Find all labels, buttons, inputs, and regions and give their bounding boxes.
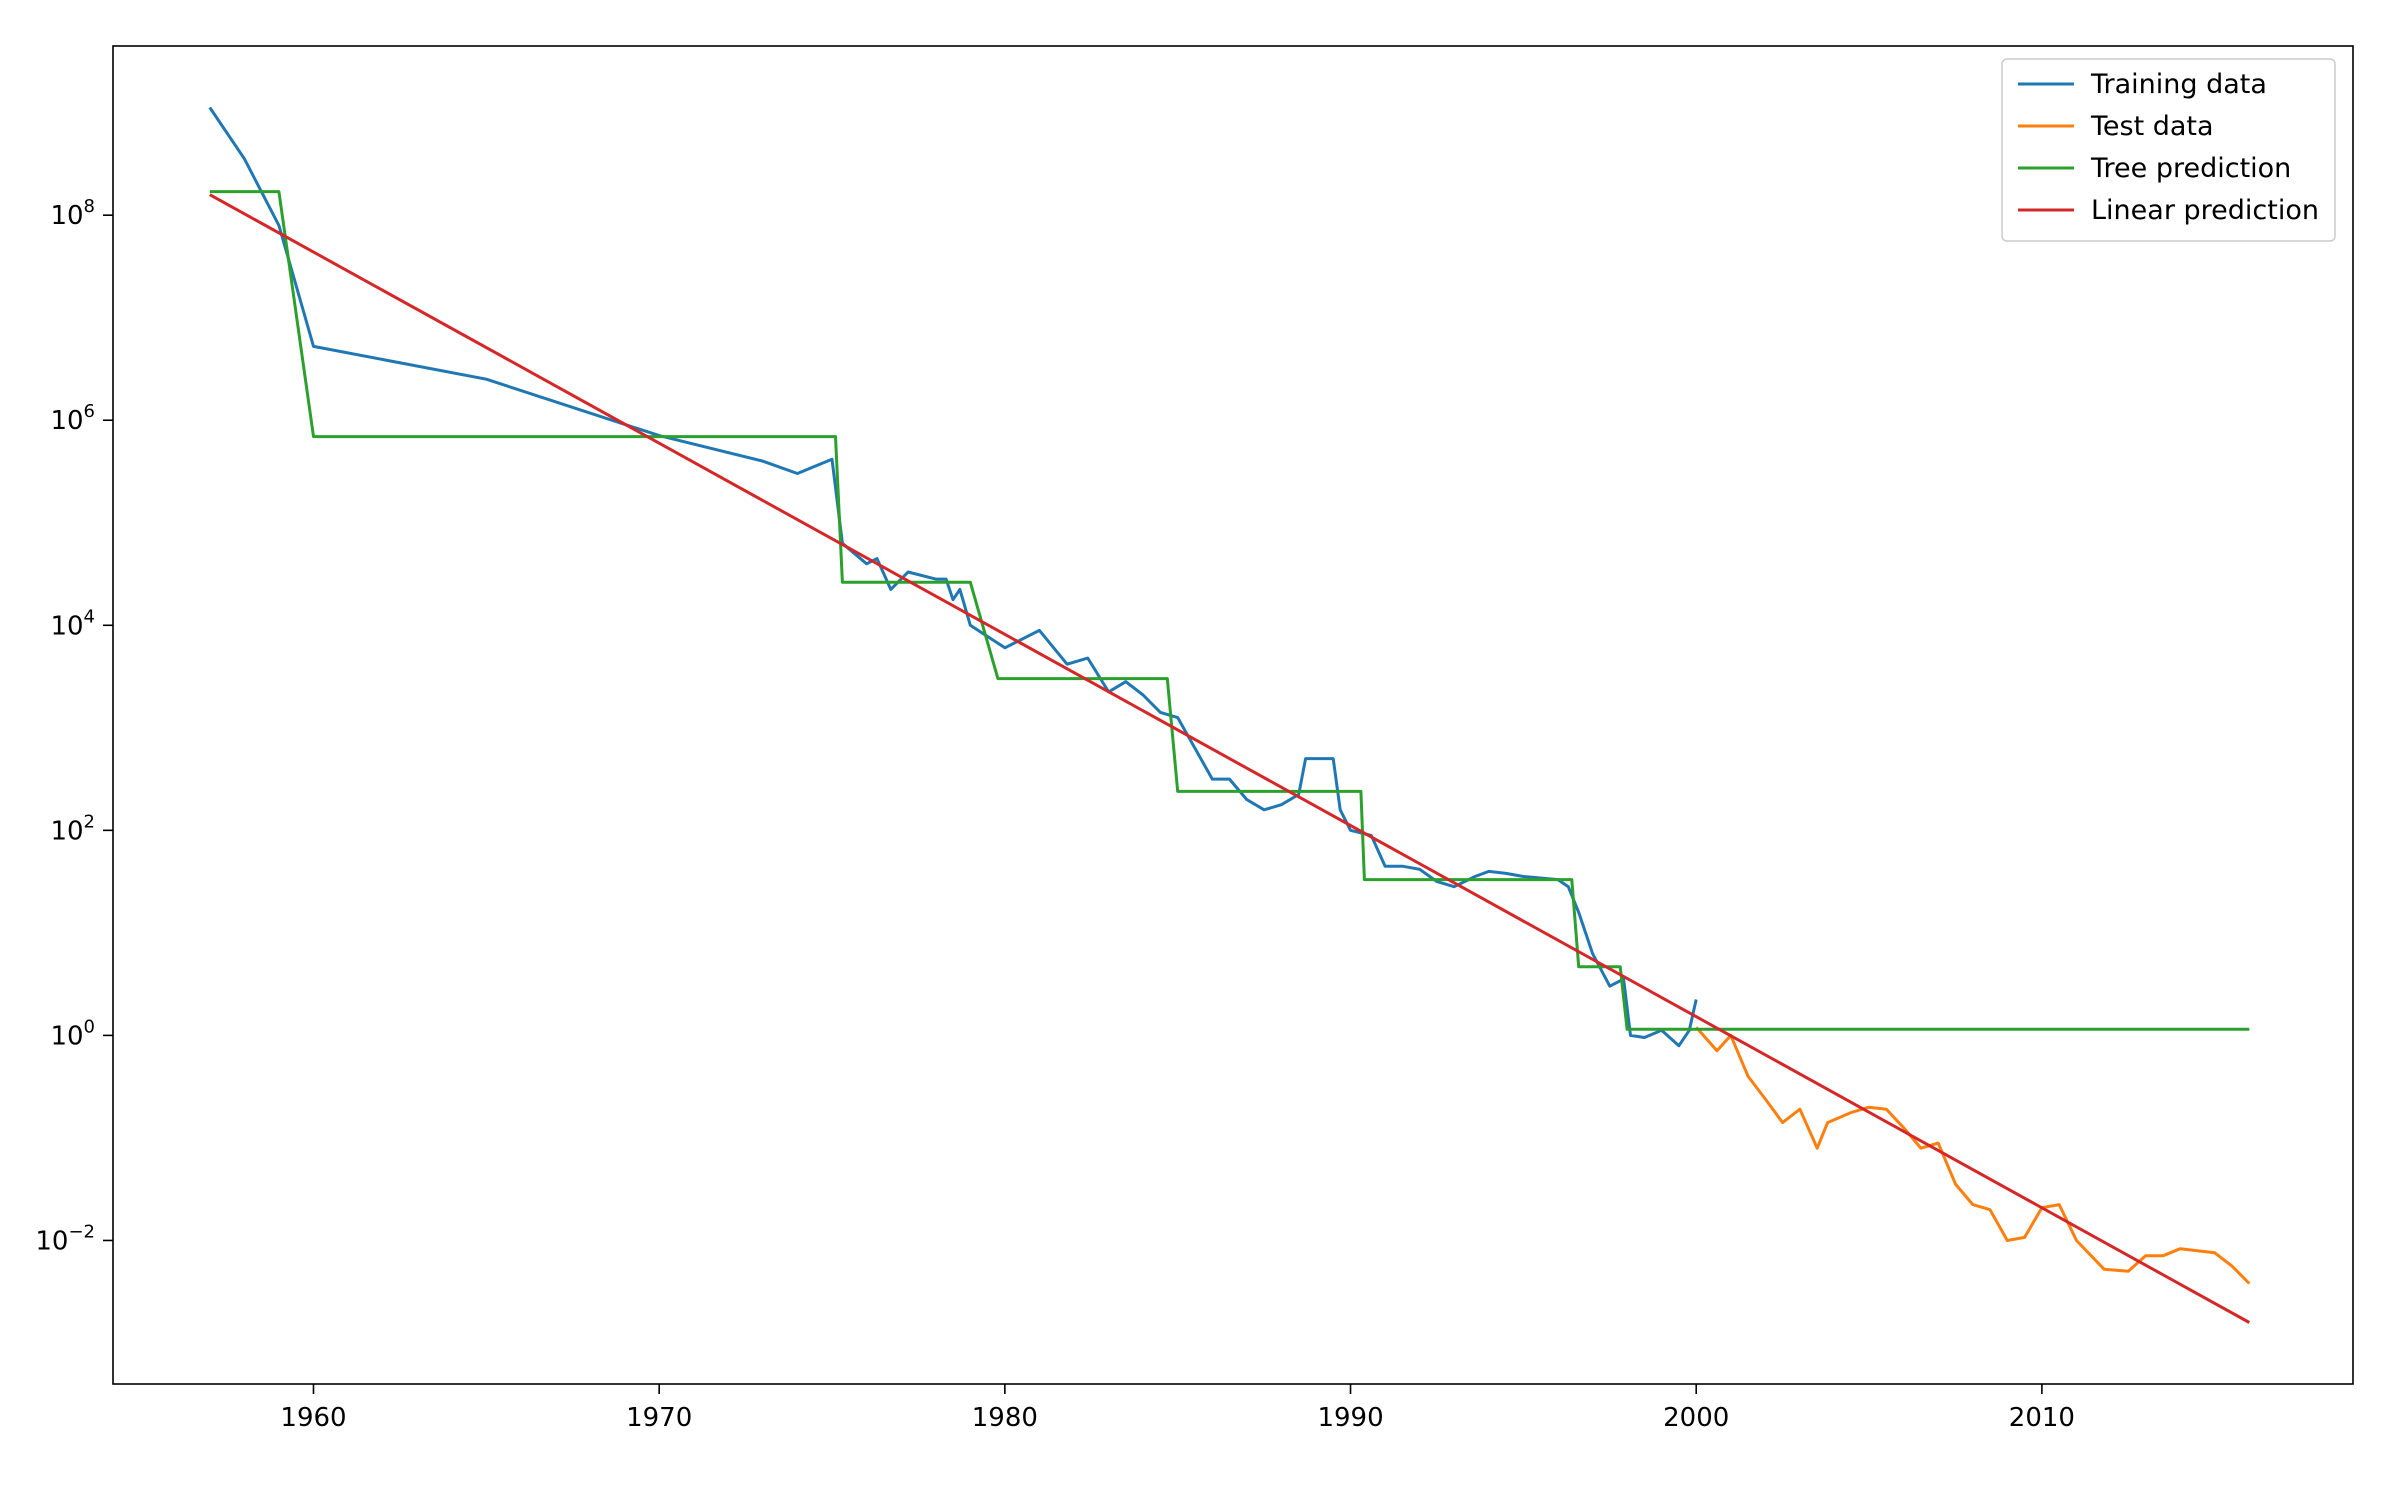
y-tick-label: 104 bbox=[50, 606, 95, 641]
x-tick-label: 1970 bbox=[626, 1403, 692, 1433]
y-tick-base: 10 bbox=[50, 406, 83, 436]
x-tick-label: 2000 bbox=[1663, 1403, 1729, 1433]
y-tick-exponent: 8 bbox=[84, 196, 95, 217]
x-tick-label: 1960 bbox=[280, 1403, 346, 1433]
y-tick-label: 106 bbox=[50, 401, 95, 436]
x-axis: 1960 1970 1980 1990 2000 2010 bbox=[280, 1384, 2075, 1433]
legend-box bbox=[2001, 58, 2336, 242]
y-tick-label: 108 bbox=[50, 196, 95, 231]
y-tick-exponent: 0 bbox=[84, 1016, 95, 1037]
y-tick-exponent: 6 bbox=[84, 401, 95, 422]
series-line-1 bbox=[1695, 1026, 2251, 1285]
y-tick-exponent: 4 bbox=[84, 606, 95, 627]
y-tick-base: 10 bbox=[50, 816, 83, 846]
series-line-2 bbox=[209, 190, 2250, 1031]
series-line-0 bbox=[208, 106, 1698, 1048]
y-tick-label: 100 bbox=[50, 1016, 95, 1051]
y-tick-label: 102 bbox=[50, 811, 95, 846]
x-tick-label: 1980 bbox=[972, 1403, 1038, 1433]
series-layer bbox=[208, 106, 2251, 1324]
legend-label-0: Training data bbox=[2090, 69, 2267, 100]
x-tick-label: 2010 bbox=[2009, 1403, 2075, 1433]
plot-frame bbox=[112, 45, 2354, 1385]
x-tick-label: 1990 bbox=[1317, 1403, 1383, 1433]
y-tick-base: 10 bbox=[50, 611, 83, 641]
legend-label-1: Test data bbox=[2090, 111, 2214, 142]
series-line-3 bbox=[209, 193, 2251, 1324]
y-tick-exponent: −2 bbox=[68, 1221, 95, 1242]
legend: Training data Test data Tree prediction Lin… bbox=[2001, 58, 2336, 242]
y-tick-base: 10 bbox=[50, 201, 83, 231]
legend-label-2: Tree prediction bbox=[2090, 153, 2291, 184]
legend-label-3: Linear prediction bbox=[2091, 195, 2319, 226]
y-tick-label: 10−2 bbox=[35, 1221, 95, 1256]
y-tick-base: 10 bbox=[50, 1021, 83, 1051]
y-tick-base: 10 bbox=[35, 1226, 68, 1256]
y-tick-exponent: 2 bbox=[84, 811, 95, 832]
